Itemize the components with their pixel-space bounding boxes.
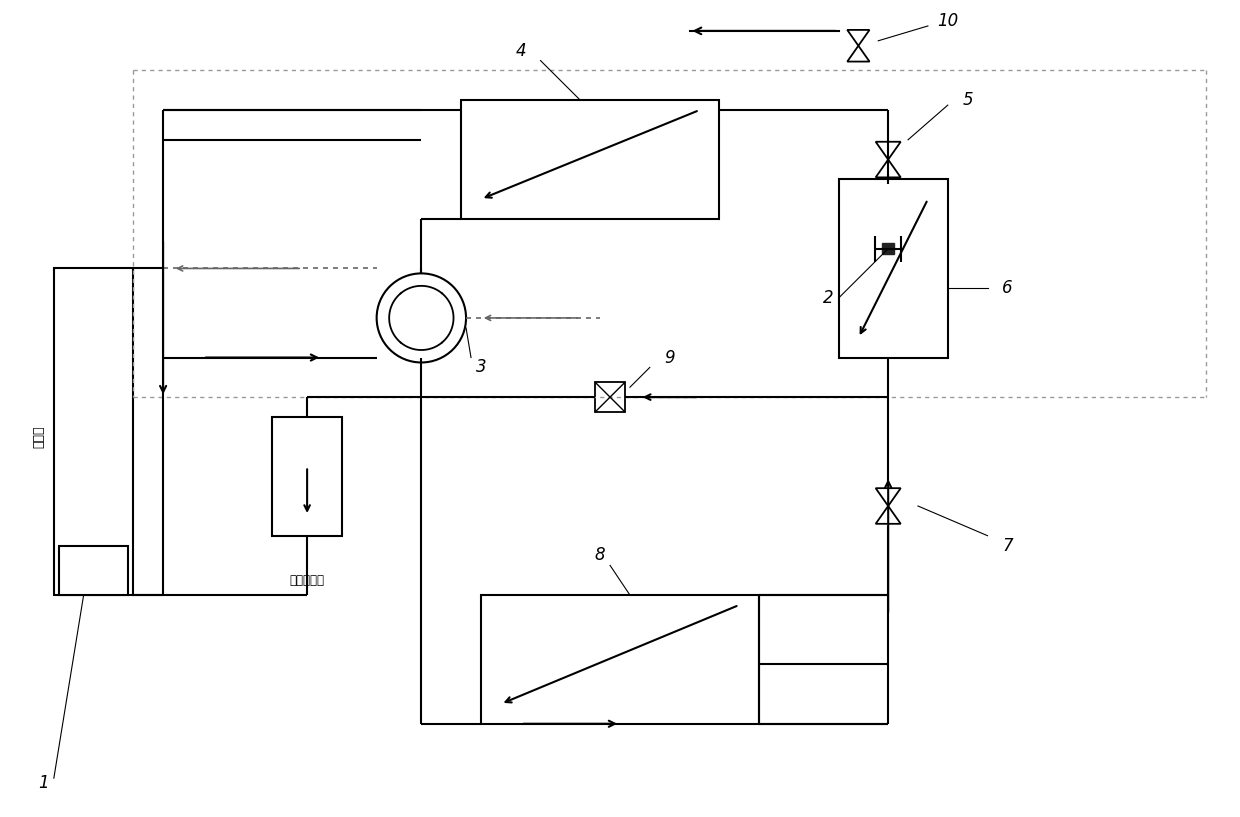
- Bar: [273, 417, 342, 536]
- Polygon shape: [875, 506, 900, 524]
- Text: 储液罐: 储液罐: [32, 426, 46, 448]
- Bar: [481, 595, 759, 724]
- Bar: [595, 382, 625, 412]
- Text: 5: 5: [962, 92, 973, 109]
- Text: 气液分离件: 气液分离件: [290, 574, 325, 587]
- Text: 9: 9: [665, 349, 675, 367]
- Polygon shape: [875, 159, 900, 177]
- Text: 1: 1: [38, 775, 50, 792]
- Polygon shape: [875, 489, 900, 506]
- Bar: [461, 100, 719, 219]
- Text: 10: 10: [937, 12, 959, 30]
- Text: 7: 7: [1002, 537, 1013, 555]
- Bar: [53, 269, 133, 595]
- Polygon shape: [875, 141, 900, 159]
- Polygon shape: [847, 30, 869, 46]
- Bar: [58, 546, 128, 595]
- Text: 2: 2: [823, 289, 835, 307]
- Bar: [883, 243, 894, 254]
- Text: 4: 4: [516, 42, 526, 60]
- Text: 8: 8: [595, 547, 605, 565]
- Text: 3: 3: [476, 359, 486, 377]
- Polygon shape: [847, 46, 869, 61]
- Bar: [838, 180, 947, 358]
- Text: 6: 6: [1002, 279, 1013, 297]
